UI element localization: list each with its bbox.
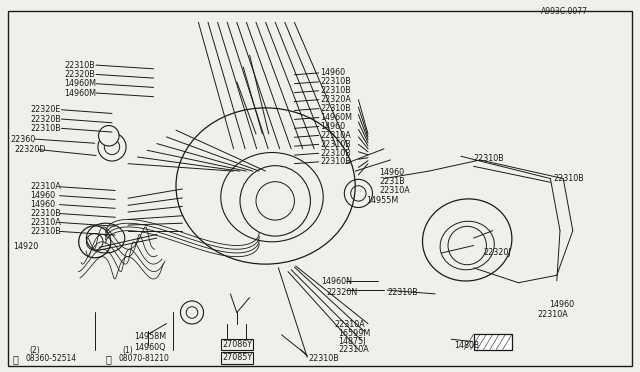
Text: 22320A: 22320A — [320, 95, 351, 104]
Text: (2): (2) — [29, 346, 40, 355]
Text: 16599M: 16599M — [338, 329, 370, 338]
Text: 22320J: 22320J — [483, 248, 511, 257]
Text: 14960M: 14960M — [64, 79, 96, 88]
Text: 22310B: 22310B — [320, 77, 351, 86]
Text: 22310B: 22310B — [553, 174, 584, 183]
Text: 22320B: 22320B — [64, 70, 95, 79]
Text: 08070-81210: 08070-81210 — [118, 355, 169, 363]
Text: 27086Y: 27086Y — [223, 340, 253, 349]
Text: 22320B: 22320B — [30, 115, 61, 124]
Text: 22310B: 22310B — [320, 140, 351, 149]
Text: 22310A: 22310A — [335, 320, 365, 329]
Text: 14960: 14960 — [30, 200, 55, 209]
Text: 22320E: 22320E — [30, 105, 60, 114]
Text: 14958M: 14958M — [134, 332, 166, 341]
Text: 14960: 14960 — [30, 191, 55, 200]
Text: 08360-52514: 08360-52514 — [26, 355, 77, 363]
Text: (1): (1) — [122, 346, 133, 355]
Text: 22310B: 22310B — [30, 227, 61, 236]
Text: 14875J: 14875J — [338, 337, 365, 346]
Text: 14960M: 14960M — [64, 89, 96, 97]
Text: 22310B: 22310B — [308, 354, 339, 363]
Text: 14960Q: 14960Q — [134, 343, 166, 352]
Text: 14960M: 14960M — [320, 113, 352, 122]
Text: Ⓑ: Ⓑ — [106, 354, 111, 364]
Text: 14960: 14960 — [549, 300, 574, 309]
Text: 2231B: 2231B — [380, 177, 405, 186]
Text: 14960: 14960 — [380, 168, 404, 177]
Text: 27085Y: 27085Y — [223, 353, 253, 362]
Text: 14955M: 14955M — [366, 196, 398, 205]
Text: 22320N: 22320N — [326, 288, 358, 296]
Text: 22310B: 22310B — [320, 157, 351, 166]
Text: 22310B: 22310B — [320, 86, 351, 95]
Text: 22310B: 22310B — [30, 124, 61, 133]
Bar — [221, 339, 253, 350]
Circle shape — [99, 125, 119, 146]
Text: 22360: 22360 — [10, 135, 35, 144]
Text: 22310B: 22310B — [64, 61, 95, 70]
Text: Ⓜ: Ⓜ — [13, 354, 19, 364]
Bar — [474, 334, 512, 350]
Text: 22310A: 22310A — [30, 218, 61, 227]
Text: 22320D: 22320D — [14, 145, 45, 154]
Text: 22310B: 22310B — [30, 209, 61, 218]
Text: 14960: 14960 — [320, 68, 345, 77]
Text: 22310B: 22310B — [320, 149, 351, 158]
Text: 14960: 14960 — [320, 122, 345, 131]
Text: A993C.0077: A993C.0077 — [541, 7, 588, 16]
Text: 14920: 14920 — [13, 242, 38, 251]
Text: 22310A: 22310A — [380, 186, 410, 195]
Text: 22310A: 22310A — [30, 182, 61, 191]
Text: 22310A: 22310A — [338, 345, 369, 354]
Text: 22310B: 22310B — [387, 288, 418, 296]
Text: 22310A: 22310A — [320, 131, 351, 140]
Text: 22310B: 22310B — [474, 154, 504, 163]
Bar — [221, 352, 253, 364]
Text: 22310A: 22310A — [538, 310, 568, 319]
Text: 14960N: 14960N — [321, 278, 352, 286]
Text: 14808: 14808 — [454, 341, 479, 350]
Text: 22310B: 22310B — [320, 104, 351, 113]
